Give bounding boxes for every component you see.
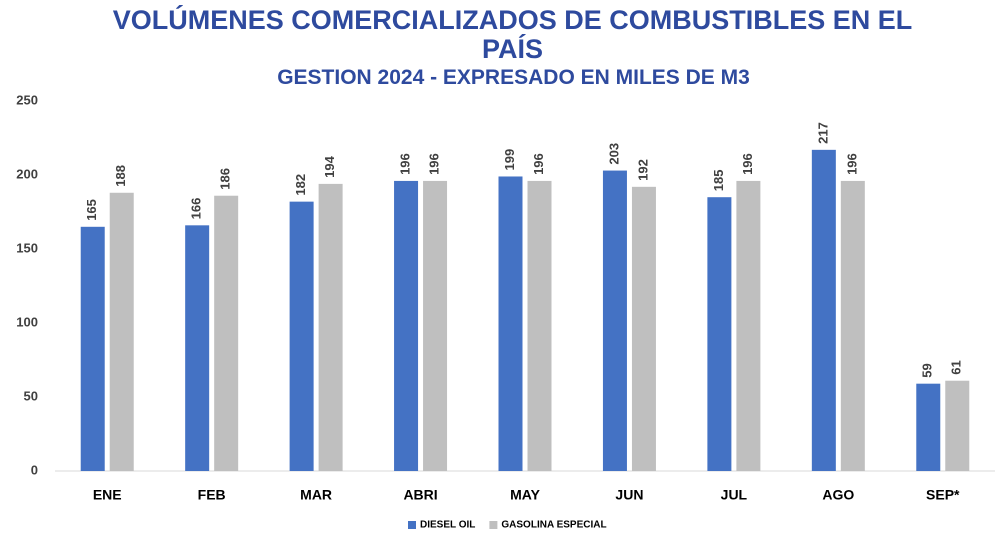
bar bbox=[811, 149, 836, 471]
y-tick-label: 50 bbox=[24, 388, 38, 403]
data-label: 196 bbox=[397, 153, 412, 175]
bar bbox=[80, 226, 105, 471]
data-label: 203 bbox=[606, 143, 621, 165]
y-tick-label: 200 bbox=[16, 166, 38, 181]
bar bbox=[214, 195, 239, 471]
x-tick-label: MAR bbox=[300, 487, 332, 503]
x-tick-label: ENE bbox=[93, 487, 122, 503]
legend-swatch bbox=[489, 521, 498, 529]
bar bbox=[289, 201, 314, 471]
data-label: 217 bbox=[815, 122, 830, 144]
bar bbox=[707, 197, 732, 471]
data-label: 182 bbox=[293, 174, 308, 196]
data-label: 196 bbox=[426, 153, 441, 175]
bar bbox=[916, 383, 941, 471]
data-label: 165 bbox=[84, 199, 99, 221]
bar bbox=[602, 170, 627, 471]
data-label: 196 bbox=[844, 153, 859, 175]
legend-label: DIESEL OIL bbox=[420, 520, 475, 531]
data-label: 199 bbox=[502, 149, 517, 171]
bar bbox=[185, 225, 210, 471]
bar bbox=[318, 183, 343, 471]
chart-title: VOLÚMENES COMERCIALIZADOS DE COMBUSTIBLE… bbox=[112, 5, 913, 64]
data-label: 188 bbox=[113, 165, 128, 187]
data-label: 59 bbox=[920, 363, 935, 377]
y-tick-label: 0 bbox=[31, 462, 38, 477]
bar bbox=[736, 180, 761, 472]
data-label: 186 bbox=[218, 168, 233, 190]
bar bbox=[423, 180, 448, 472]
x-tick-label: FEB bbox=[198, 487, 226, 503]
bar bbox=[527, 180, 552, 472]
bar bbox=[498, 176, 523, 472]
y-tick-label: 250 bbox=[16, 92, 38, 107]
bar bbox=[631, 186, 656, 471]
data-label: 196 bbox=[740, 153, 755, 175]
bar bbox=[840, 180, 865, 472]
y-tick-label: 150 bbox=[16, 240, 38, 255]
bar bbox=[109, 192, 134, 471]
data-label: 196 bbox=[531, 153, 546, 175]
x-tick-label: ABRI bbox=[403, 487, 437, 503]
data-label: 185 bbox=[711, 169, 726, 191]
x-tick-label: JUL bbox=[721, 487, 748, 503]
data-label: 61 bbox=[949, 360, 964, 374]
x-tick-label: SEP* bbox=[926, 487, 960, 503]
bar bbox=[945, 380, 970, 471]
x-tick-label: MAY bbox=[510, 487, 540, 503]
data-label: 194 bbox=[322, 155, 337, 177]
legend-label: GASOLINA ESPECIAL bbox=[501, 520, 606, 531]
data-label: 192 bbox=[635, 159, 650, 181]
x-tick-label: AGO bbox=[822, 487, 854, 503]
y-tick-label: 100 bbox=[16, 314, 38, 329]
legend-swatch bbox=[408, 521, 416, 529]
data-label: 166 bbox=[189, 198, 204, 220]
chart-subtitle: GESTION 2024 - EXPRESADO EN MILES DE M3 bbox=[277, 66, 750, 89]
bar bbox=[394, 180, 419, 472]
x-tick-label: JUN bbox=[615, 487, 643, 503]
